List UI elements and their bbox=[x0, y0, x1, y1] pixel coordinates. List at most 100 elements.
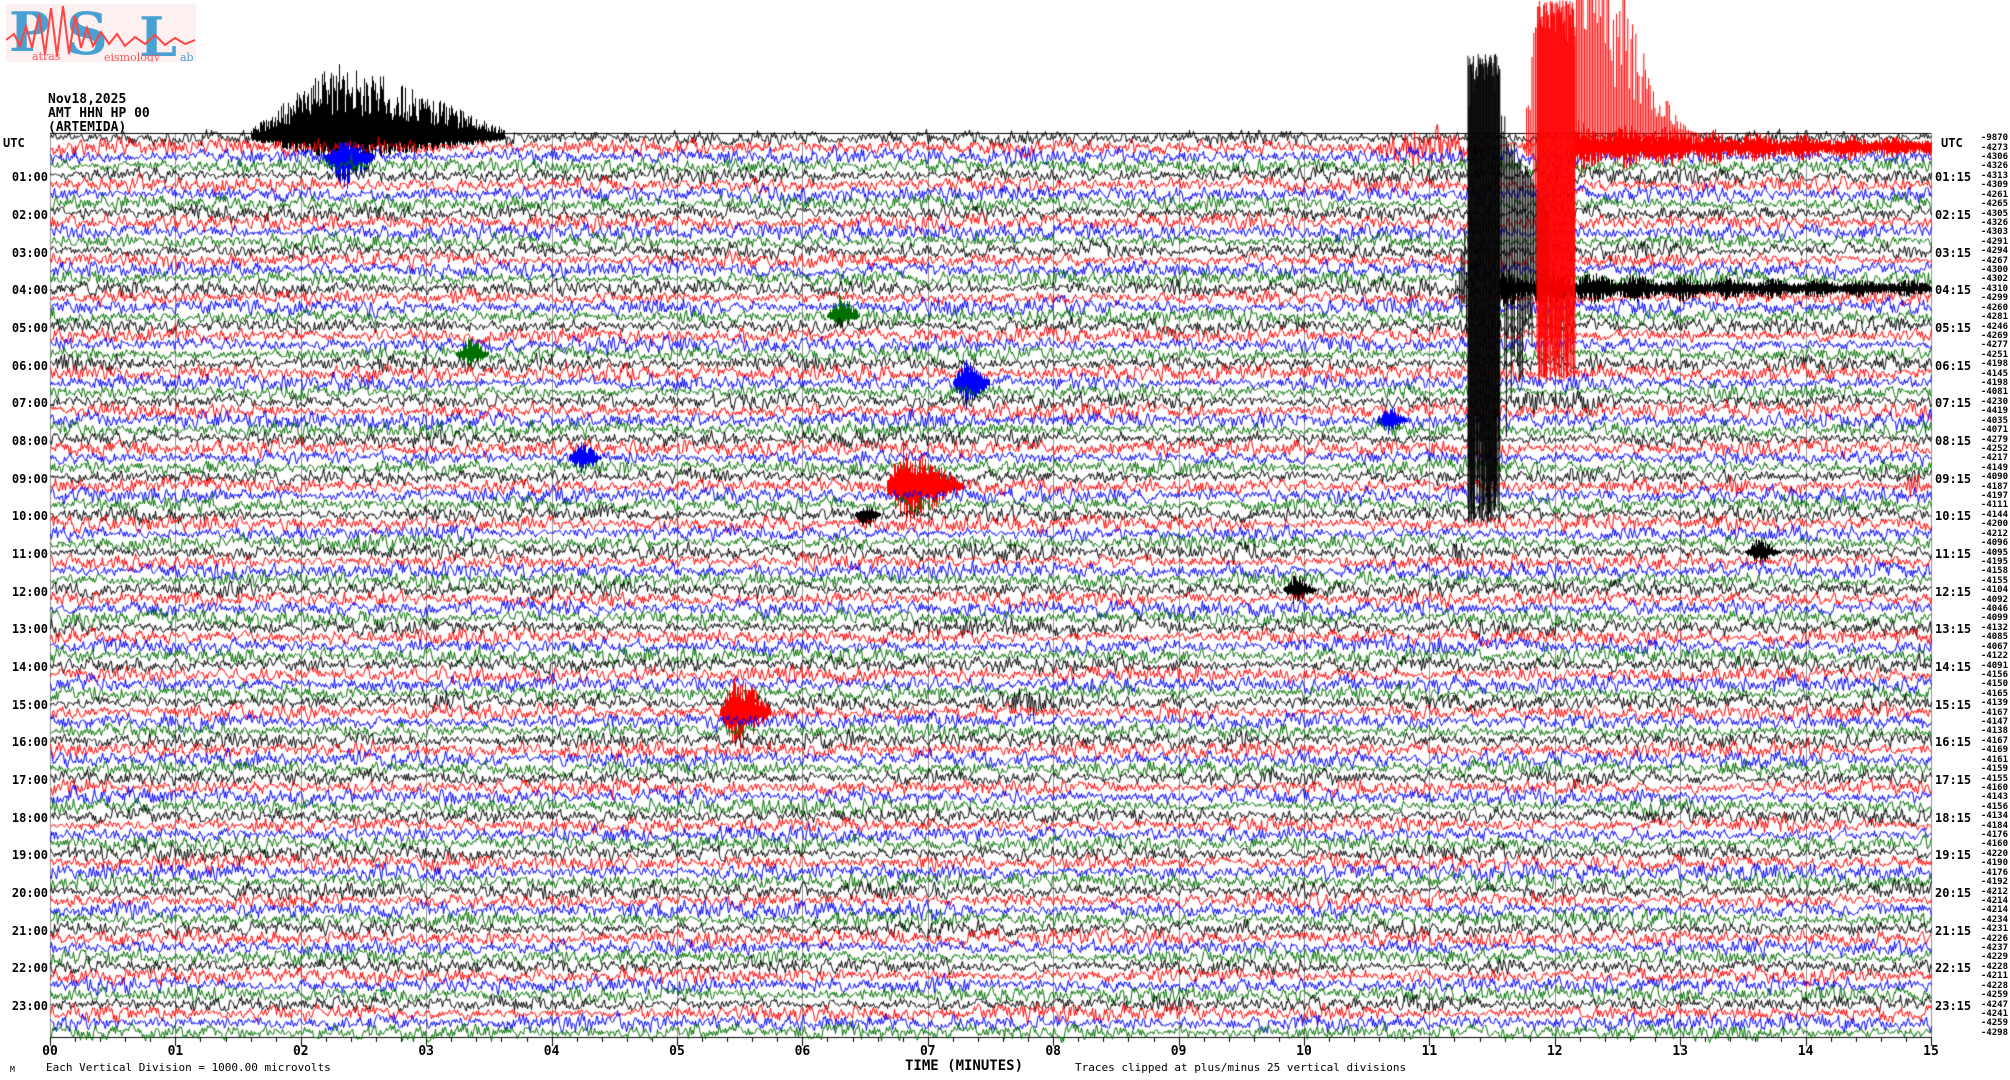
right-time-label: 04:15 bbox=[1935, 283, 1972, 298]
x-tick-label: 04 bbox=[543, 1044, 560, 1059]
trace-offset-value: -4090 bbox=[1980, 472, 2008, 483]
right-time-label: 23:15 bbox=[1935, 999, 1972, 1014]
trace-offset-value: -4261 bbox=[1980, 189, 2008, 200]
utc-label-left: UTC bbox=[3, 136, 25, 150]
logo-word-eismology: eismology bbox=[104, 51, 161, 62]
trace-offset-value: -4081 bbox=[1980, 387, 2008, 398]
trace-offset-value: -4035 bbox=[1980, 415, 2008, 426]
trace-offset-value: -4310 bbox=[1980, 283, 2008, 294]
x-tick-label: 10 bbox=[1296, 1044, 1312, 1059]
trace-offset-value: -4212 bbox=[1980, 886, 2008, 897]
trace-offset-value: -4300 bbox=[1980, 265, 2008, 276]
trace-offset-value: -4237 bbox=[1980, 943, 2008, 954]
left-time-label: 19:00 bbox=[11, 848, 48, 863]
right-time-label: 12:15 bbox=[1935, 584, 1972, 599]
left-time-label: 10:00 bbox=[11, 509, 48, 524]
x-tick-label: 11 bbox=[1421, 1044, 1438, 1059]
trace-offset-value: -4212 bbox=[1980, 528, 2008, 539]
trace-offset-value: -4155 bbox=[1980, 575, 2008, 586]
left-time-label: 03:00 bbox=[11, 245, 48, 260]
right-time-label: 21:15 bbox=[1935, 923, 1972, 938]
division-note: Each Vertical Division = 1000.00 microvo… bbox=[46, 1061, 331, 1074]
x-tick-label: 05 bbox=[669, 1044, 685, 1059]
left-time-label: 05:00 bbox=[11, 321, 48, 336]
left-time-label: 17:00 bbox=[11, 773, 48, 788]
trace-offset-value: -4298 bbox=[1980, 1027, 2008, 1038]
right-time-label: 07:15 bbox=[1935, 396, 1972, 411]
right-time-label: 06:15 bbox=[1935, 358, 1972, 373]
trace-offset-value: -4046 bbox=[1980, 604, 2008, 615]
trace-offset-value: -4067 bbox=[1980, 641, 2008, 652]
corner-mark: M bbox=[10, 1065, 15, 1074]
trace-offset-value: -4281 bbox=[1980, 312, 2008, 323]
right-time-label: 16:15 bbox=[1935, 735, 1972, 750]
trace-offset-value: -4279 bbox=[1980, 434, 2008, 445]
right-time-label: 20:15 bbox=[1935, 886, 1972, 901]
trace-offset-value: -4313 bbox=[1980, 170, 2008, 181]
trace-offset-value: -4269 bbox=[1980, 330, 2008, 341]
trace-offset-value: -4158 bbox=[1980, 566, 2008, 577]
right-time-label: 22:15 bbox=[1935, 961, 1972, 976]
trace-offset-value: -4192 bbox=[1980, 877, 2008, 888]
trace-offset-value: -4134 bbox=[1980, 811, 2008, 822]
right-time-label: 01:15 bbox=[1935, 170, 1972, 185]
trace-offset-value: -4160 bbox=[1980, 839, 2008, 850]
right-time-label: 15:15 bbox=[1935, 697, 1972, 712]
header-station: AMT HHN HP 00 bbox=[48, 106, 150, 121]
trace-offset-value: -4230 bbox=[1980, 396, 2008, 407]
trace-offset-value: -4169 bbox=[1980, 745, 2008, 756]
trace-offset-value: -4149 bbox=[1980, 462, 2008, 473]
trace-offset-value: -4277 bbox=[1980, 340, 2008, 351]
trace-offset-value: -4260 bbox=[1980, 302, 2008, 313]
left-time-label: 11:00 bbox=[11, 547, 48, 562]
logo-waveform bbox=[6, 5, 196, 57]
trace-offset-value: -4091 bbox=[1980, 660, 2008, 671]
x-tick-label: 07 bbox=[919, 1044, 936, 1059]
left-time-label: 12:00 bbox=[11, 584, 48, 599]
trace-offset-value: -4187 bbox=[1980, 481, 2008, 492]
trace-offset-value: -4303 bbox=[1980, 227, 2008, 238]
right-time-label: 08:15 bbox=[1935, 434, 1972, 449]
trace-offset-value: -4184 bbox=[1980, 820, 2008, 831]
trace-offset-value: -4147 bbox=[1980, 717, 2008, 728]
trace-offset-value: -4167 bbox=[1980, 735, 2008, 746]
trace-offset-value: -4419 bbox=[1980, 406, 2008, 417]
trace-offset-value: -4305 bbox=[1980, 208, 2008, 219]
trace-offset-value: -4092 bbox=[1980, 594, 2008, 605]
trace-offset-value: -4139 bbox=[1980, 698, 2008, 709]
left-time-label: 09:00 bbox=[11, 471, 48, 486]
utc-label-right: UTC bbox=[1941, 136, 1963, 150]
trace-offset-value: -4251 bbox=[1980, 349, 2008, 360]
trace-offset-value: -4165 bbox=[1980, 688, 2008, 699]
right-time-label: 18:15 bbox=[1935, 810, 1972, 825]
trace-offset-value: -4132 bbox=[1980, 622, 2008, 633]
trace-offset-value: -4167 bbox=[1980, 707, 2008, 718]
trace-offset-value: -4156 bbox=[1980, 801, 2008, 812]
left-time-label: 21:00 bbox=[11, 923, 48, 938]
right-time-label: 11:15 bbox=[1935, 547, 1972, 562]
trace-offset-value: -4231 bbox=[1980, 924, 2008, 935]
right-time-label: 17:15 bbox=[1935, 773, 1972, 788]
trace-offset-value: -4122 bbox=[1980, 651, 2008, 662]
logo-word-atras: atras bbox=[32, 50, 61, 62]
trace-offset-value: -4220 bbox=[1980, 848, 2008, 859]
right-time-label: 10:15 bbox=[1935, 509, 1972, 524]
left-time-label: 06:00 bbox=[11, 358, 48, 373]
left-time-label: 02:00 bbox=[11, 208, 48, 223]
trace-offset-value: -4252 bbox=[1980, 443, 2008, 454]
trace-offset-value: -4229 bbox=[1980, 952, 2008, 963]
trace-offset-value: -4176 bbox=[1980, 867, 2008, 878]
trace-offset-value: -4190 bbox=[1980, 858, 2008, 869]
trace-offset-value: -4267 bbox=[1980, 255, 2008, 266]
trace-offset-value: -4200 bbox=[1980, 519, 2008, 530]
trace-offset-value: -4228 bbox=[1980, 980, 2008, 991]
trace-offset-value: -4228 bbox=[1980, 961, 2008, 972]
trace-offset-value: -4150 bbox=[1980, 679, 2008, 690]
clip-note: Traces clipped at plus/minus 25 vertical… bbox=[1075, 1061, 1407, 1074]
trace-offset-value: -4104 bbox=[1980, 585, 2008, 596]
trace-offset-value: -4326 bbox=[1980, 217, 2008, 228]
trace-offset-value: -4176 bbox=[1980, 830, 2008, 841]
left-time-label: 23:00 bbox=[11, 999, 48, 1014]
left-time-label: 13:00 bbox=[11, 622, 48, 637]
